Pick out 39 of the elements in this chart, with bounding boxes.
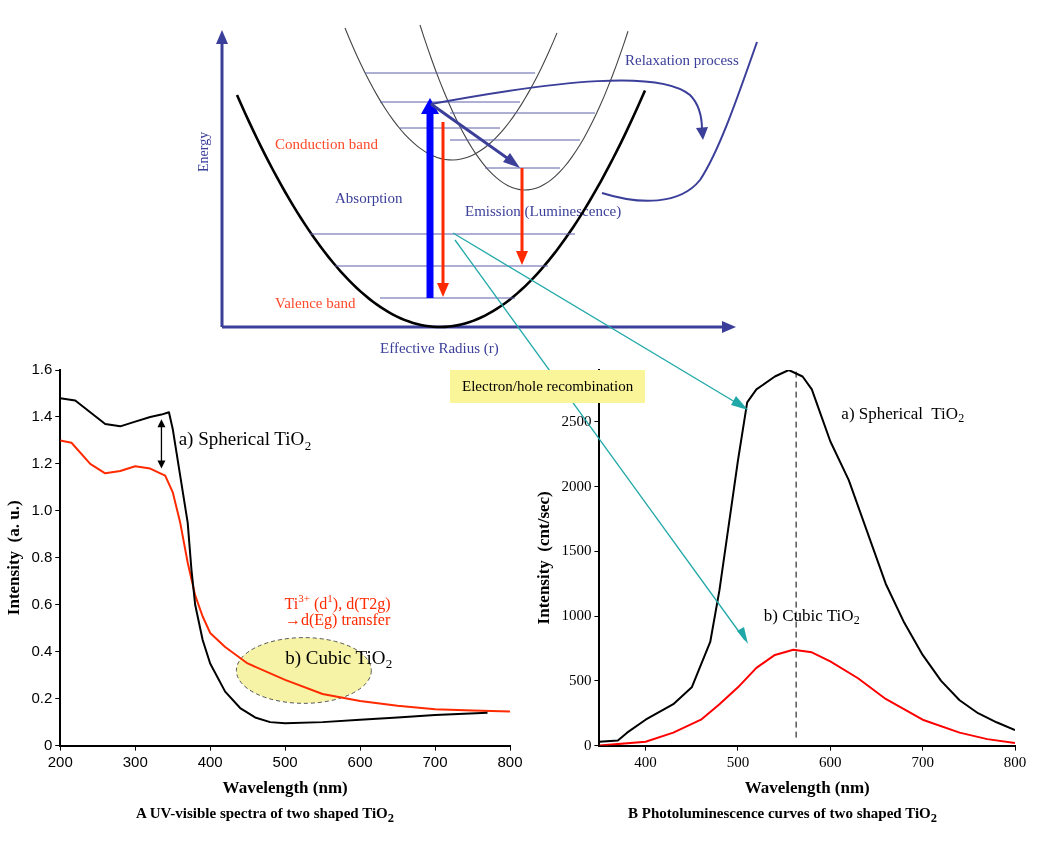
y-tick-label: 0 (43, 735, 53, 753)
y-tick-label: 0 (583, 736, 592, 753)
y-tick-label: 1.4 (31, 407, 53, 425)
text: B Photoluminescence curves of two shaped TiO$_{2}$ (626, 805, 938, 826)
x-tick-label: 500 (272, 752, 298, 770)
y-tick-label: 2000 (561, 477, 592, 494)
x-tick-label: 700 (422, 752, 448, 770)
text: Relaxation process (625, 52, 739, 69)
x-tick-label: 400 (197, 752, 223, 770)
y-tick-label: 500 (568, 671, 592, 688)
x-tick-label: 500 (726, 753, 750, 770)
y-tick-label: 1500 (561, 542, 592, 559)
text: Valence band (275, 295, 356, 312)
x-tick-label: 200 (47, 752, 73, 770)
y-tick-label: 1000 (561, 607, 592, 624)
x-axis-title: Wavelength (nm) (744, 778, 870, 798)
x-axis-title: Wavelength (nm) (222, 778, 348, 798)
y-tick-label: 0.8 (31, 547, 53, 565)
y-tick-label: 0.4 (31, 641, 53, 659)
annotation: Electron/hole recombination (450, 370, 646, 403)
text: A UV-visible spectra of two shaped TiO$_{2}$ (135, 805, 395, 826)
text: Conduction band (275, 136, 378, 153)
x-tick-label: 600 (819, 753, 842, 770)
y-tick-label: 1.2 (31, 454, 53, 472)
y-tick-label: 0.2 (31, 688, 53, 706)
text: Energy (196, 131, 212, 172)
y-tick-label: 0.6 (31, 594, 53, 612)
y-axis-title: Intensity (cnt/sec) (533, 491, 553, 625)
x-tick-label: 800 (1003, 753, 1027, 770)
x-tick-label: 400 (634, 753, 657, 770)
x-tick-label: 800 (497, 752, 523, 770)
text: Absorption (335, 190, 403, 207)
y-tick-label: 1.0 (31, 500, 53, 518)
x-tick-label: 700 (911, 753, 934, 770)
text: Effective Radius (r) (380, 340, 499, 357)
y-axis-title: Intensity (a. u.) (3, 500, 23, 616)
x-tick-label: 600 (347, 752, 373, 770)
y-tick-label: 1.6 (31, 360, 53, 378)
x-tick-label: 300 (122, 752, 148, 770)
